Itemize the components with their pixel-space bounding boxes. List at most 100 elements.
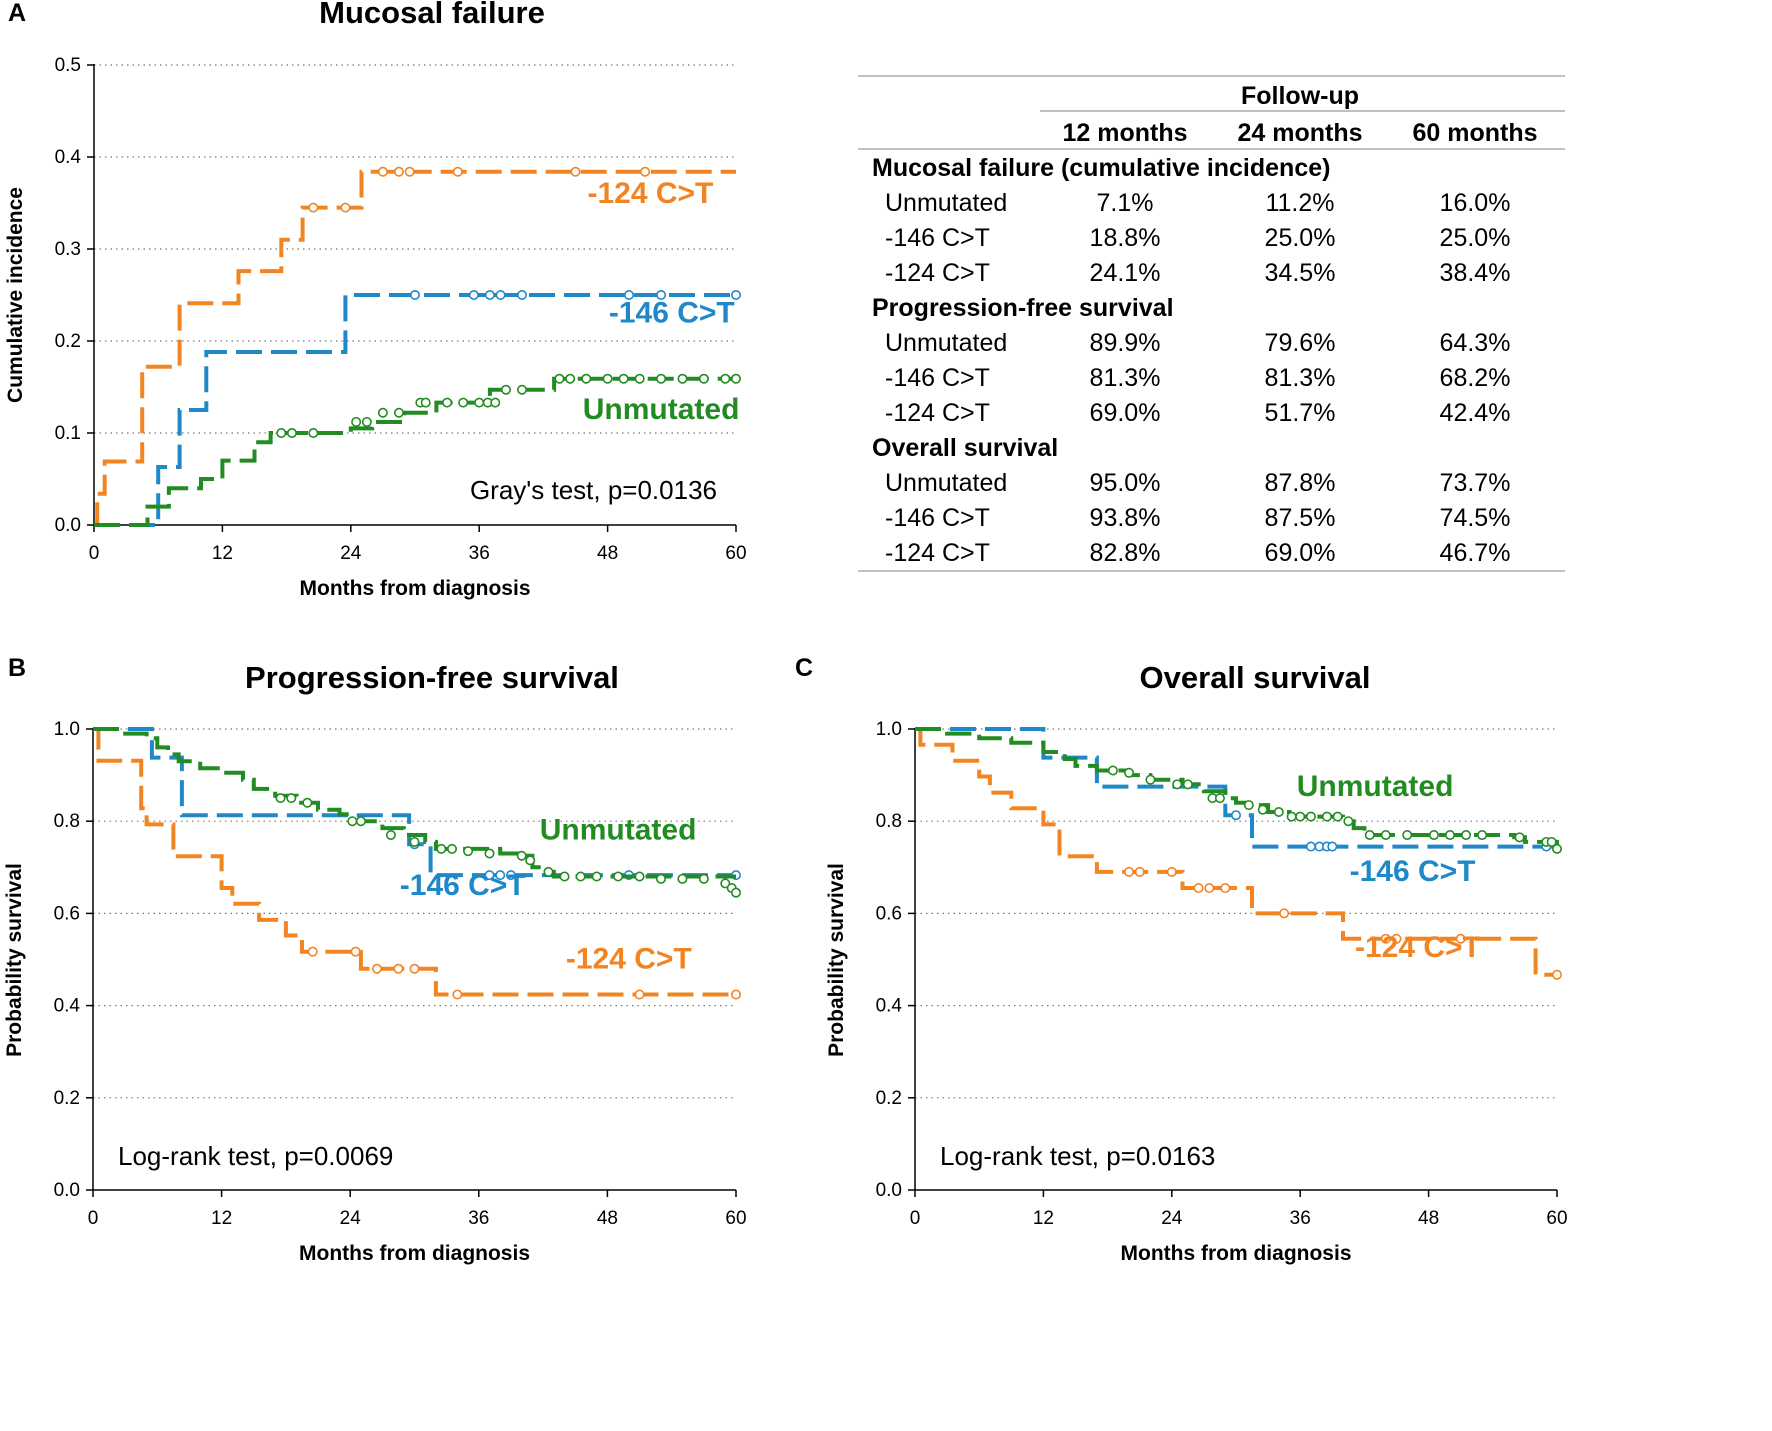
censor-mark-c146: [495, 870, 506, 881]
censor-mark-c124: [1380, 933, 1391, 944]
x-tick-label: 0: [89, 543, 100, 564]
chart-title: Progression-free survival: [245, 660, 619, 695]
censor-mark-unmutated: [1145, 774, 1156, 785]
censor-mark-unmutated: [730, 373, 741, 384]
stat-test-annotation: Gray's test, p=0.0136: [470, 475, 717, 505]
censor-mark-unmutated: [1273, 806, 1284, 817]
series-label-c146: -146 C>T: [400, 869, 526, 902]
x-tick-label: 24: [340, 543, 362, 564]
table-section-title: Overall survival: [872, 434, 1058, 462]
table-cell-value: 42.4%: [1440, 399, 1511, 427]
censor-mark-c146: [484, 289, 495, 300]
censor-mark-unmutated: [275, 793, 286, 804]
table-row-label: Unmutated: [885, 189, 1007, 217]
series-line-unmutated: [915, 727, 1559, 849]
series-label-c124: -124 C>T: [587, 177, 713, 210]
censor-mark-c124: [634, 989, 645, 1000]
series-label-c146: -146 C>T: [609, 297, 735, 330]
censor-mark-c146: [1305, 841, 1316, 852]
y-tick-label: 0.6: [54, 903, 80, 924]
censor-mark-c146: [505, 870, 516, 881]
censor-mark-unmutated: [436, 843, 447, 854]
censor-mark-c146: [730, 289, 741, 300]
censor-mark-unmutated: [554, 373, 565, 384]
censor-mark-c124: [340, 202, 351, 213]
table-row-label: -124 C>T: [885, 259, 990, 287]
x-tick-label: 48: [597, 1208, 618, 1229]
table-cell-value: 38.4%: [1440, 259, 1511, 287]
censor-mark-unmutated: [361, 416, 372, 427]
y-tick-label: 0.2: [876, 1088, 902, 1109]
censor-mark-unmutated: [720, 878, 731, 889]
table-cell-value: 51.7%: [1265, 399, 1336, 427]
x-tick-label: 60: [725, 543, 746, 564]
censor-mark-c124: [371, 963, 382, 974]
series-line-c146: [93, 727, 736, 878]
censor-mark-unmutated: [677, 873, 688, 884]
censor-mark-c124: [1552, 969, 1563, 980]
censor-mark-unmutated: [1243, 800, 1254, 811]
table-row-label: -146 C>T: [885, 364, 990, 392]
censor-mark-c124: [1279, 908, 1290, 919]
series-label-unmutated: Unmutated: [583, 393, 740, 426]
censor-mark-c124: [350, 946, 361, 957]
y-tick-label: 1.0: [876, 719, 902, 740]
y-tick-label: 0.8: [876, 811, 902, 832]
censor-mark-unmutated: [447, 843, 458, 854]
censor-mark-unmutated: [286, 427, 297, 438]
y-tick-label: 0.0: [54, 1180, 80, 1201]
censor-mark-unmutated: [1343, 816, 1354, 827]
censor-mark-c146: [623, 289, 634, 300]
censor-mark-unmutated: [1182, 779, 1193, 790]
x-tick-label: 0: [910, 1208, 921, 1229]
censor-mark-c124: [1124, 866, 1135, 877]
censor-mark-unmutated: [1332, 811, 1343, 822]
table-cell-value: 25.0%: [1265, 224, 1336, 252]
censor-mark-c146: [656, 289, 667, 300]
censor-mark-unmutated: [276, 427, 287, 438]
censor-mark-c146: [1231, 810, 1242, 821]
table-cell-value: 95.0%: [1090, 469, 1161, 497]
censor-mark-c124: [570, 166, 581, 177]
y-tick-label: 0.4: [876, 996, 903, 1017]
x-tick-label: 12: [1033, 1208, 1054, 1229]
x-tick-label: 12: [212, 543, 233, 564]
censor-mark-unmutated: [1402, 830, 1413, 841]
table-cell-value: 87.5%: [1265, 504, 1336, 532]
censor-mark-c124: [452, 989, 463, 1000]
censor-mark-unmutated: [581, 373, 592, 384]
y-axis-title: Cumulative incidence: [4, 187, 27, 403]
censor-mark-c146: [468, 289, 479, 300]
censor-mark-c146: [1327, 841, 1338, 852]
censor-mark-unmutated: [1107, 765, 1118, 776]
x-axis-title: Months from diagnosis: [1121, 1242, 1352, 1265]
y-tick-label: 0.6: [876, 903, 902, 924]
censor-mark-c124: [1204, 883, 1215, 894]
series-line-c146: [915, 727, 1557, 849]
censor-mark-c146: [495, 289, 506, 300]
censor-mark-unmutated: [720, 373, 731, 384]
table-row-label: -124 C>T: [885, 399, 990, 427]
censor-mark-unmutated: [420, 397, 431, 408]
table-cell-value: 24.1%: [1090, 259, 1161, 287]
censor-mark-unmutated: [1295, 811, 1306, 822]
censor-mark-c124: [404, 166, 415, 177]
censor-mark-c146: [409, 289, 420, 300]
censor-mark-unmutated: [575, 871, 586, 882]
censor-mark-unmutated: [618, 373, 629, 384]
panel-mucosal-failure: A Mucosal failure 0.0 0.1 0.2 0.3 0.4 0.5 0 12 24 3…: [4, 0, 747, 600]
table-cell-value: 16.0%: [1440, 189, 1511, 217]
series-line-c124: [915, 727, 1557, 977]
censor-mark-c124: [1455, 933, 1466, 944]
censor-mark-c124: [393, 166, 404, 177]
censor-mark-unmutated: [1364, 830, 1375, 841]
table-cell-value: 79.6%: [1265, 329, 1336, 357]
censor-mark-unmutated: [490, 397, 501, 408]
table-cell-value: 87.8%: [1265, 469, 1336, 497]
censor-mark-c124: [640, 166, 651, 177]
censor-mark-unmutated: [1380, 830, 1391, 841]
censor-mark-unmutated: [677, 373, 688, 384]
table-row-label: -146 C>T: [885, 224, 990, 252]
series-line-c124: [94, 169, 736, 527]
table-section-title: Progression-free survival: [872, 294, 1174, 322]
